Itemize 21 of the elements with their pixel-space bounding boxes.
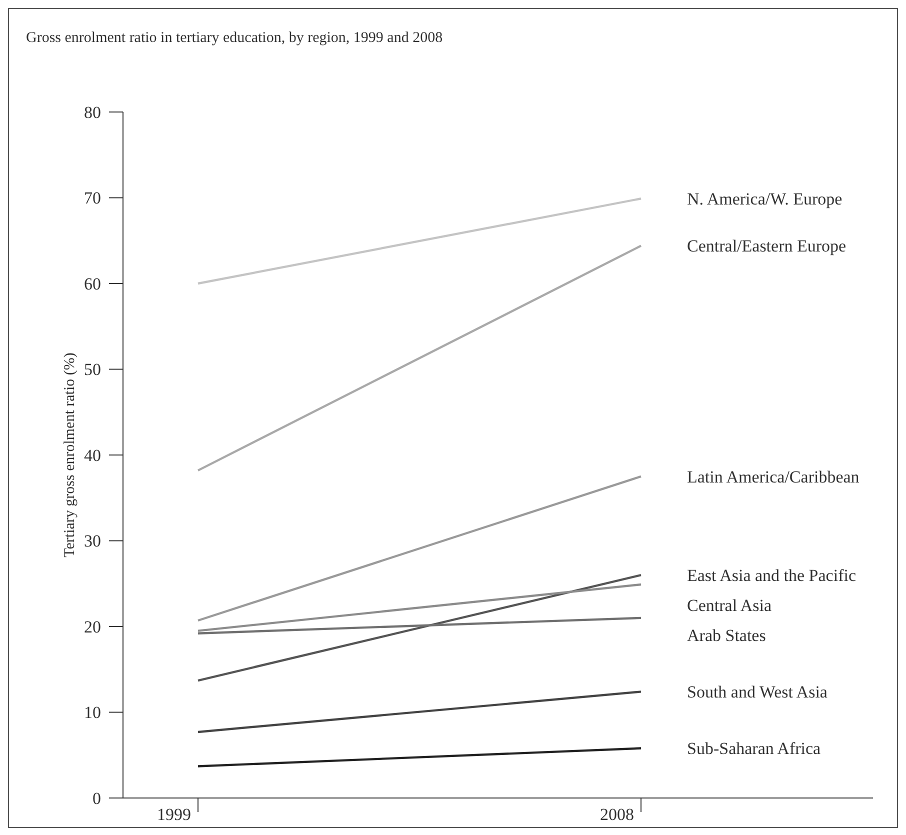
text: N. America/W. Europe bbox=[687, 190, 842, 209]
y-tick-label: 20 bbox=[84, 617, 101, 636]
text: East Asia and the Pacific bbox=[687, 566, 856, 585]
y-tick-label: 30 bbox=[84, 532, 101, 551]
y-tick-label: 40 bbox=[84, 446, 101, 465]
text: South and West Asia bbox=[687, 682, 828, 702]
y-tick-label: 10 bbox=[84, 703, 101, 722]
y-tick-label: 0 bbox=[92, 788, 101, 808]
y-tick-label: 60 bbox=[84, 274, 101, 294]
text: Central/Eastern Europe bbox=[687, 236, 846, 256]
chart-title: Gross enrolment ratio in tertiary education, by region, 1999 and 2008 bbox=[26, 30, 443, 46]
text: Latin America/Caribbean bbox=[687, 467, 860, 486]
text: Sub-Saharan Africa bbox=[687, 739, 822, 758]
text: Central Asia bbox=[687, 596, 772, 615]
text: Arab States bbox=[687, 626, 766, 645]
x-tick-label: 2008 bbox=[600, 805, 634, 824]
y-tick-label: 50 bbox=[84, 360, 101, 380]
x-tick-label: 1999 bbox=[157, 805, 191, 824]
y-tick-label: 80 bbox=[84, 102, 101, 122]
y-tick-label: 70 bbox=[84, 188, 101, 208]
y-axis-title: Tertiary gross enrolment ratio (%) bbox=[62, 352, 78, 558]
